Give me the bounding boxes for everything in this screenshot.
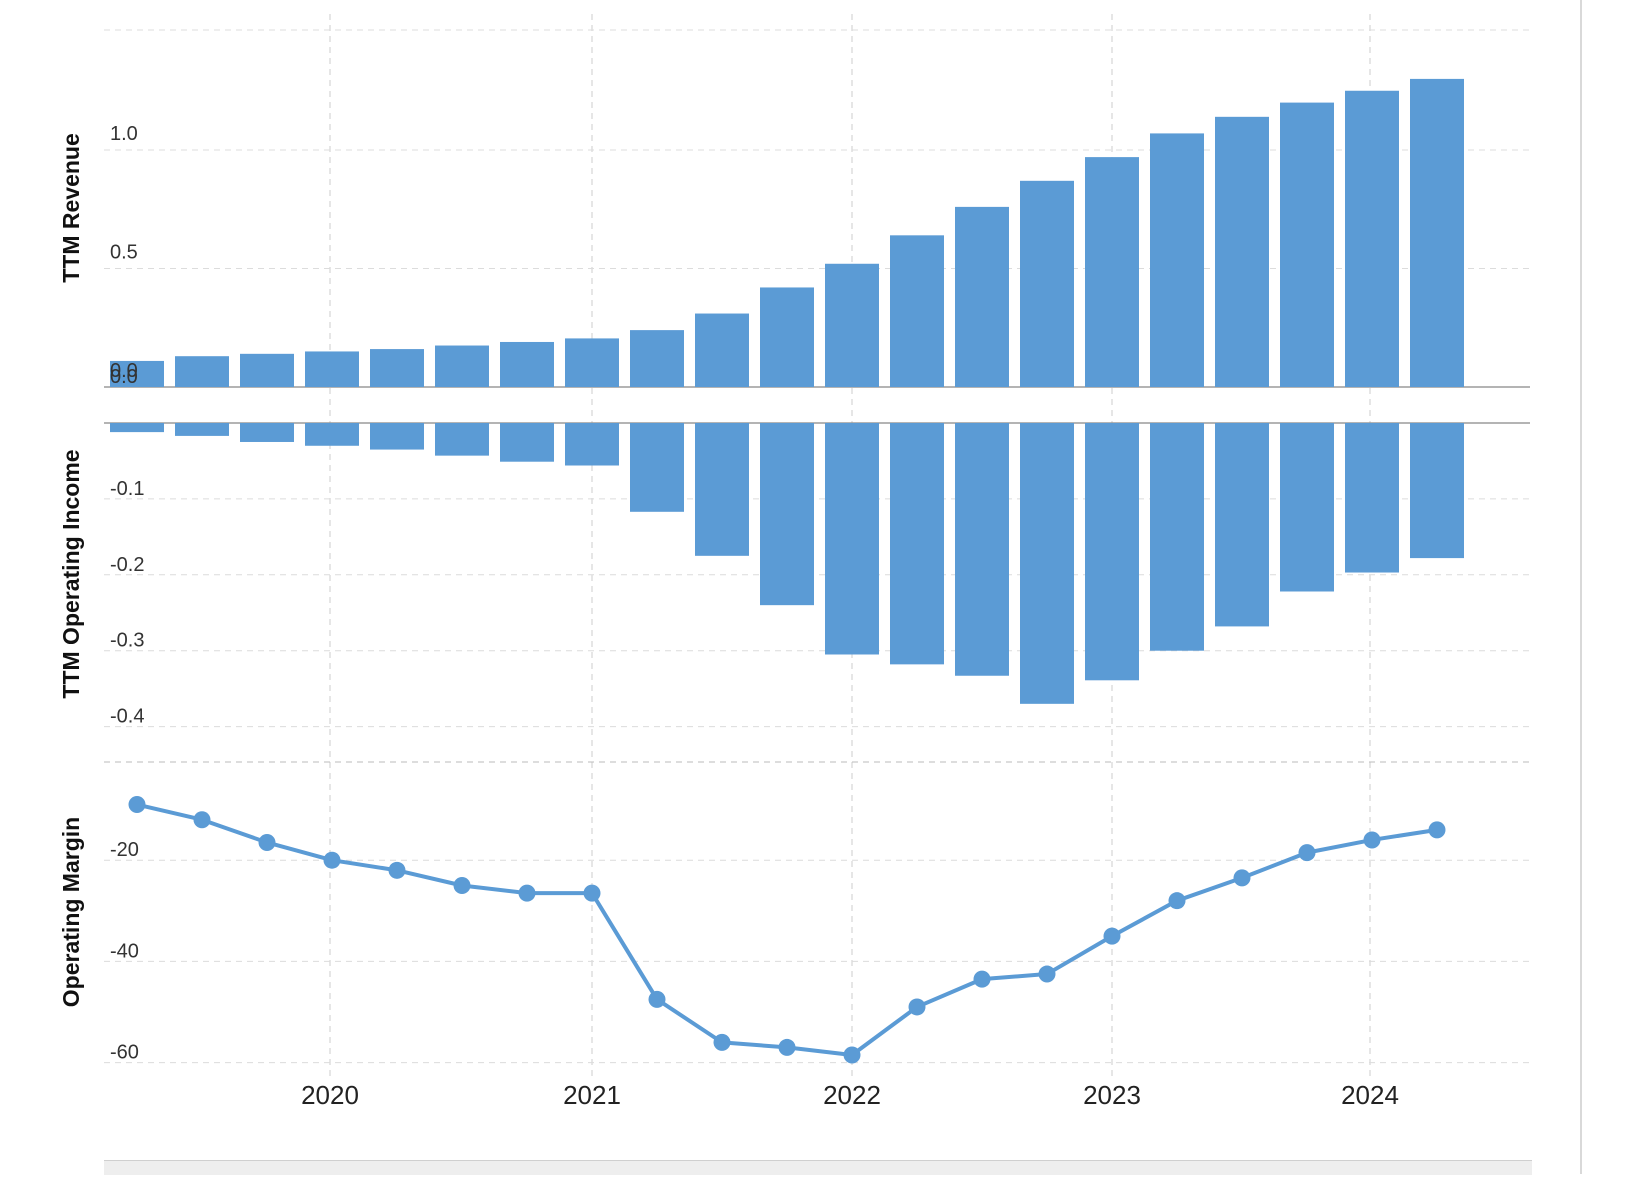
revenue-bar [565,338,619,387]
income-y-tick-label: -0.2 [110,554,144,576]
line-layer [128,796,1446,1064]
navigator-scrollbar[interactable] [104,1160,1532,1175]
x-tick-layer: 2020 2021 2022 2023 2024 [301,1080,1399,1110]
revenue-bar [1345,90,1399,387]
operating-margin-point[interactable] [1363,831,1381,849]
operating-income-bar [1150,423,1204,651]
revenue-bar [240,353,294,387]
revenue-bar [1410,78,1464,388]
revenue-bar [630,330,684,387]
margin-y-tick-label: -60 [110,1042,139,1064]
operating-income-bar [500,423,554,462]
operating-income-bar [240,423,294,442]
operating-margin-point[interactable] [258,833,276,851]
revenue-bar [695,313,749,387]
revenue-bar [110,360,164,387]
operating-margin-point[interactable] [1233,869,1251,887]
revenue-y-tick-label: 0.5 [110,242,138,264]
operating-income-bar [630,423,684,512]
operating-income-bar [890,423,944,665]
revenue-bar [825,263,879,387]
operating-margin-point[interactable] [1103,927,1121,945]
bars-layer [110,78,1464,704]
operating-margin-point[interactable] [648,990,666,1008]
revenue-bar [760,287,814,387]
operating-income-bar [1345,423,1399,573]
revenue-bar [175,356,229,387]
income-y-tick-label: -0.1 [110,478,144,500]
operating-margin-point[interactable] [323,851,341,869]
operating-income-bar [370,423,424,450]
operating-income-axis-title: TTM Operating Income [58,449,84,698]
x-tick-label: 2022 [823,1080,881,1110]
operating-margin-point[interactable] [193,811,211,829]
operating-income-bar [1020,423,1074,704]
operating-income-bar [305,423,359,446]
operating-income-bar [955,423,1009,676]
operating-margin-line [136,802,1438,1058]
x-tick-label: 2020 [301,1080,359,1110]
revenue-zero-label-overlay: 0.0 [110,366,138,388]
frame-right-border [1580,0,1582,1174]
x-tick-label: 2021 [563,1080,621,1110]
margin-y-tick-label: -40 [110,940,139,962]
revenue-bar [435,345,489,387]
operating-income-bar [1280,423,1334,592]
operating-margin-axis-title: Operating Margin [58,817,84,1007]
revenue-bar [890,235,944,387]
operating-margin-point[interactable] [713,1033,731,1051]
income-y-tick-label: -0.3 [110,630,144,652]
x-tick-label: 2024 [1341,1080,1399,1110]
operating-income-bar [435,423,489,456]
operating-income-bar [1085,423,1139,681]
operating-income-bar [1215,423,1269,627]
operating-income-bar [760,423,814,606]
revenue-bar [1020,180,1074,387]
operating-margin-point[interactable] [778,1038,796,1056]
x-tick-label: 2023 [1083,1080,1141,1110]
operating-margin-point[interactable] [1428,821,1446,839]
revenue-bar [1280,102,1334,387]
y-label-layer: 0.0 TTM Revenue TTM Operating Income Operat… [58,133,138,1007]
operating-margin-point[interactable] [843,1046,861,1064]
revenue-axis-title: TTM Revenue [58,133,84,283]
income-y-tick-label: -0.4 [110,706,144,728]
revenue-bar [1215,116,1269,387]
operating-margin-point[interactable] [453,877,471,894]
revenue-bar [1150,133,1204,387]
operating-margin-point[interactable] [128,796,146,814]
operating-income-bar [1410,423,1464,559]
operating-income-bar [565,423,619,466]
revenue-y-tick-label: 0.0 [110,360,138,382]
operating-margin-point[interactable] [1038,965,1056,983]
operating-income-bar [825,423,879,655]
operating-income-bar [695,423,749,556]
revenue-y-tick-label: 1.0 [110,123,138,145]
operating-margin-point[interactable] [1168,892,1186,910]
operating-margin-point[interactable] [973,970,991,988]
revenue-bar [500,341,554,387]
operating-income-bar [175,423,229,436]
revenue-bar [305,351,359,387]
revenue-bar [370,349,424,387]
operating-income-bar [110,423,164,433]
y-tick-layer: 1.0 0.5 0.0 -0.1 -0.2 -0.3 -0.4 -20 -40 -60 [110,123,144,1064]
operating-margin-point[interactable] [388,861,406,879]
operating-margin-point[interactable] [518,884,536,902]
operating-margin-point[interactable] [583,884,601,902]
revenue-bar [955,206,1009,387]
operating-margin-point[interactable] [1298,844,1316,862]
revenue-bar [1085,157,1139,387]
operating-margin-point[interactable] [908,998,926,1016]
margin-y-tick-label: -20 [110,839,139,861]
